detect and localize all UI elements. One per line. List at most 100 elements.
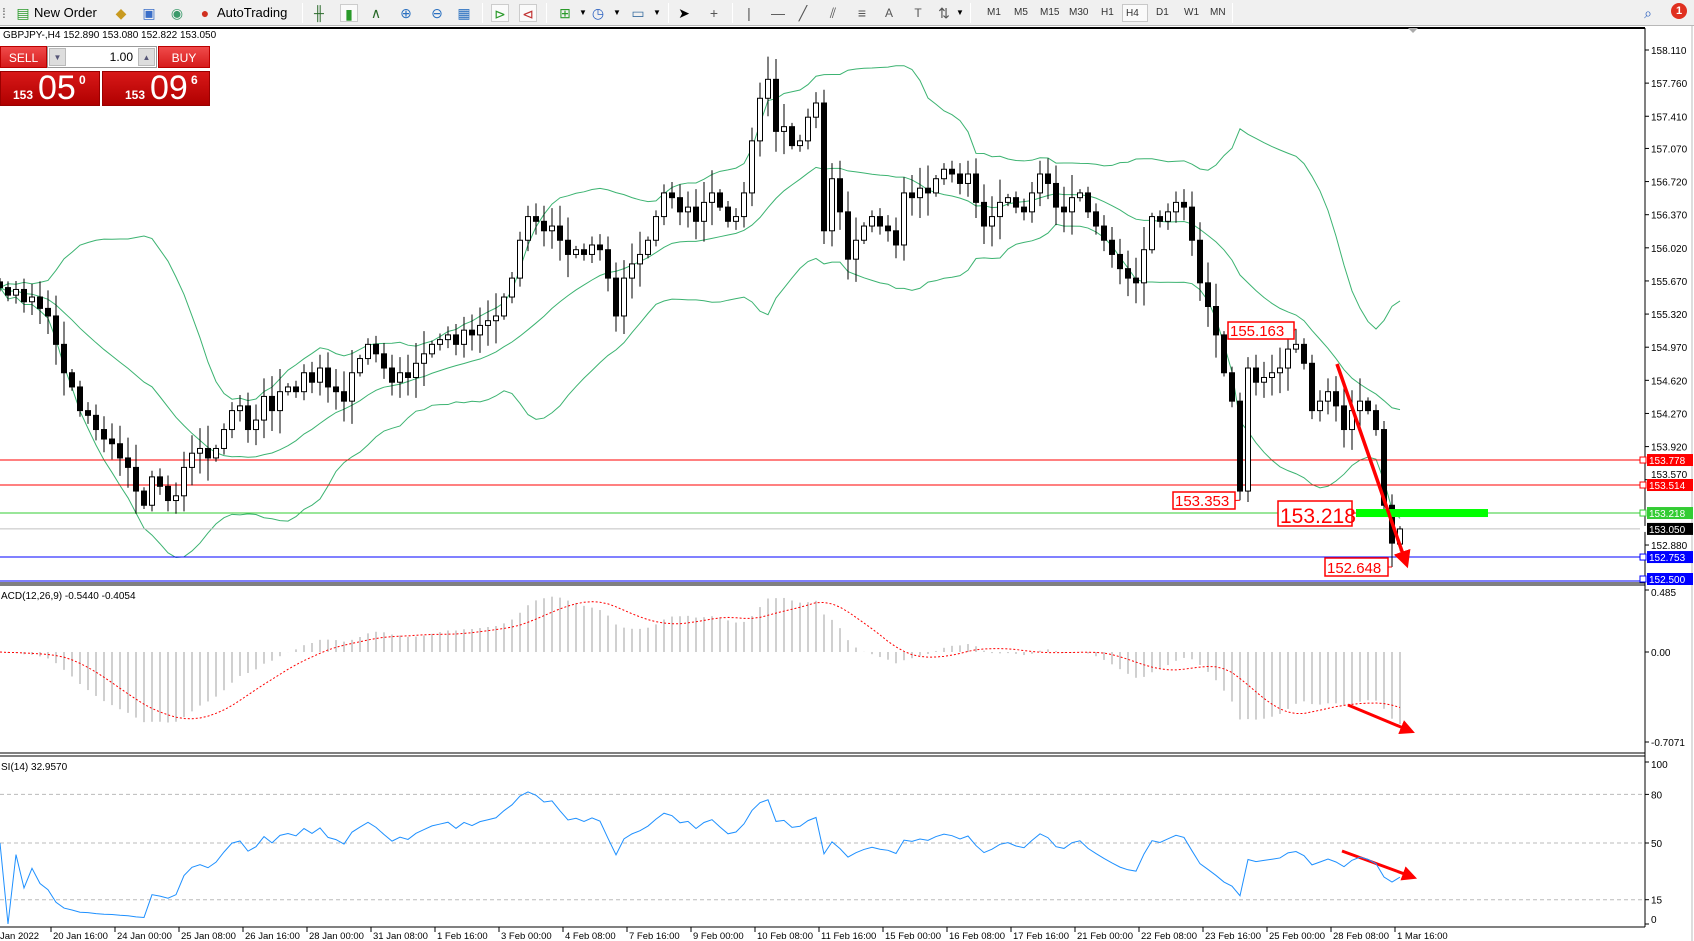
candle-body: [453, 334, 459, 345]
lot-decrease-icon[interactable]: ▼: [49, 48, 66, 66]
candle-body: [813, 102, 819, 118]
text-icon[interactable]: A: [884, 6, 893, 20]
candle: [925, 165, 931, 216]
indicators-icon[interactable]: ⊞: [559, 5, 571, 21]
line-chart-icon[interactable]: ∧: [370, 5, 382, 21]
chevron-down-icon[interactable]: ▼: [956, 8, 964, 17]
price-axis-label: 152.880: [1651, 541, 1688, 552]
bar-chart-icon[interactable]: ╫: [314, 5, 324, 21]
level-handle: [1639, 481, 1647, 489]
candle-body: [1213, 306, 1219, 336]
candle: [1293, 328, 1299, 353]
candle-body: [1125, 268, 1131, 279]
timeframe-m1[interactable]: M1: [987, 7, 1001, 18]
navigator-icon[interactable]: ▣: [142, 5, 156, 21]
candle-body: [469, 329, 475, 336]
candle-body: [1261, 376, 1267, 383]
candlestick-icon[interactable]: ▮: [340, 4, 358, 22]
autotrading-icon[interactable]: ●: [200, 5, 210, 21]
search-icon[interactable]: ⌕: [1644, 5, 1652, 21]
autoscroll-icon[interactable]: ⊳: [491, 4, 509, 22]
candle: [765, 56, 771, 117]
timeframe-w1[interactable]: W1: [1184, 7, 1199, 18]
vertical-line-icon[interactable]: |: [747, 5, 751, 21]
lot-increase-icon[interactable]: ▲: [138, 48, 155, 66]
sell-button[interactable]: SELL: [0, 46, 47, 68]
crosshair-icon[interactable]: +: [709, 5, 719, 21]
templates-icon[interactable]: ▭: [631, 5, 645, 21]
trendline-icon[interactable]: ╱: [798, 5, 808, 21]
candle: [293, 380, 299, 398]
candle-body: [1189, 206, 1195, 241]
candle: [157, 468, 163, 495]
candle-body: [501, 296, 507, 317]
buy-button[interactable]: BUY: [158, 46, 210, 68]
timeframe-d1[interactable]: D1: [1156, 7, 1169, 18]
candle: [917, 167, 923, 219]
cursor-icon[interactable]: ➤: [678, 5, 690, 21]
buy-price-box[interactable]: 153 09 6: [102, 69, 210, 107]
candle: [325, 352, 331, 403]
candle-body: [853, 239, 859, 260]
candle: [445, 326, 451, 349]
chart-shift-icon[interactable]: ⊲: [519, 4, 537, 22]
new-order-icon[interactable]: ▤: [16, 5, 30, 21]
candle-body: [1013, 197, 1019, 208]
autotrading-button[interactable]: AutoTrading: [217, 5, 288, 20]
candle: [1093, 203, 1099, 235]
new-order-button[interactable]: New Order: [34, 5, 97, 20]
candle: [933, 174, 939, 197]
time-axis-label: 11 Feb 16:00: [821, 931, 876, 941]
candle: [1317, 390, 1323, 422]
timeframe-h1[interactable]: H1: [1101, 7, 1114, 18]
arrows-icon[interactable]: ⇅: [938, 5, 950, 21]
sell-price-box[interactable]: 153 05 0: [0, 69, 100, 107]
price-axis-label: 156.020: [1651, 244, 1688, 255]
text-label-icon[interactable]: T: [914, 6, 922, 20]
metaeditor-icon[interactable]: ◆: [115, 5, 127, 21]
candle-body: [157, 476, 163, 487]
toolbar-grip-icon: ⁞: [2, 5, 6, 21]
zoom-in-icon[interactable]: ⊕: [400, 5, 412, 21]
fibonacci-icon[interactable]: ≡: [857, 5, 867, 21]
candle: [1269, 354, 1275, 396]
macd-signal-line: [0, 601, 1401, 720]
time-axis-label: 17 Feb 16:00: [1013, 931, 1069, 941]
timeframe-m30[interactable]: M30: [1069, 7, 1089, 18]
lot-size-stepper[interactable]: ▼ 1.00 ▲: [47, 46, 157, 68]
candle-body: [909, 192, 915, 199]
candle: [861, 222, 867, 245]
candle: [637, 231, 643, 287]
periods-icon[interactable]: ◷: [591, 5, 605, 21]
timeframe-m5[interactable]: M5: [1014, 7, 1028, 18]
candle-body: [381, 353, 387, 369]
chevron-down-icon[interactable]: ▼: [613, 8, 621, 17]
level-label: 152.753: [1649, 553, 1686, 564]
candle: [85, 402, 91, 424]
notification-badge[interactable]: 1: [1671, 3, 1687, 19]
candle-body: [717, 192, 723, 208]
tile-windows-icon[interactable]: ▦: [457, 5, 471, 21]
signals-icon[interactable]: ◉: [170, 5, 184, 21]
candle-body: [0, 281, 3, 289]
chevron-down-icon[interactable]: ▼: [579, 8, 587, 17]
equidistant-channel-icon[interactable]: ⫽: [829, 5, 837, 21]
chevron-down-icon[interactable]: ▼: [653, 8, 661, 17]
candle: [1253, 354, 1259, 396]
timeframe-h4[interactable]: H4: [1122, 4, 1148, 22]
candle-body: [197, 447, 203, 454]
candle-body: [549, 225, 555, 232]
zoom-out-icon[interactable]: ⊖: [431, 5, 443, 21]
candle: [813, 92, 819, 129]
level-label-bg: [1647, 507, 1693, 520]
candle-body: [117, 443, 123, 459]
candle: [709, 170, 715, 226]
timeframe-mn[interactable]: MN: [1210, 7, 1226, 18]
lot-size-input[interactable]: 1.00: [109, 50, 133, 64]
candle: [901, 177, 907, 261]
candle-body: [749, 140, 755, 194]
timeframe-m15[interactable]: M15: [1040, 7, 1060, 18]
candle: [29, 283, 35, 316]
horizontal-line-icon[interactable]: —: [771, 5, 785, 21]
